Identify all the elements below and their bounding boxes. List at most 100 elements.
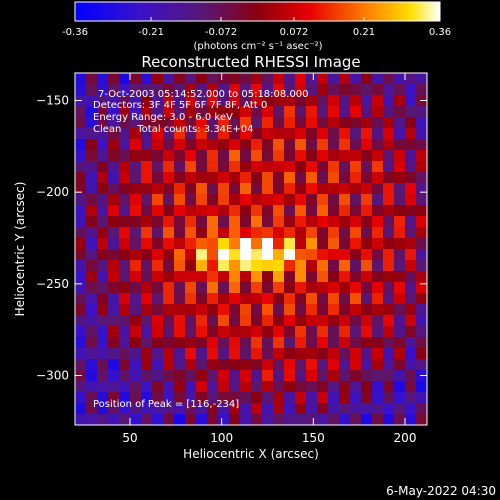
heatmap-cell [383,315,395,327]
heatmap-cell [394,260,406,272]
heatmap-cell [383,128,395,140]
heatmap-cell [328,128,340,140]
heatmap-cell [262,183,274,195]
heatmap-cell [295,359,307,371]
colorbar-units: (photons cm⁻² s⁻¹ asec⁻²) [193,41,322,52]
heatmap-cell [108,161,120,173]
heatmap-cell [306,227,318,239]
heatmap-cell [196,260,208,272]
heatmap-cell [361,139,373,151]
heatmap-cell [108,172,120,184]
heatmap-cell [75,293,87,305]
heatmap-cell [317,161,329,173]
heatmap-cell [405,381,417,393]
heatmap-cell [152,139,164,151]
heatmap-cell [361,381,373,393]
heatmap-cell [229,282,241,294]
heatmap-cell [405,84,417,96]
heatmap-cell [152,260,164,272]
heatmap-cell [174,95,186,107]
heatmap-cell [141,238,153,250]
heatmap-cell [328,194,340,206]
heatmap-cell [152,150,164,162]
heatmap-cell [218,326,230,338]
heatmap-cell [97,370,109,382]
heatmap-cell [229,271,241,283]
heatmap-cell [240,216,252,228]
heatmap-cell [196,282,208,294]
heatmap-cell [229,249,241,261]
heatmap-cell [405,150,417,162]
colorbar: -0.36 -0.21 -0.072 0.072 0.21 0.36 (photons c… [62,1,451,52]
heatmap-cell [361,326,373,338]
heatmap-cell [97,216,109,228]
heatmap-cell [240,150,252,162]
heatmap-cell [174,216,186,228]
heatmap-cell [119,260,131,272]
heatmap-cell [108,73,120,85]
heatmap-cell [416,161,427,173]
heatmap-cell [317,271,329,283]
heatmap-cell [372,249,384,261]
heatmap-cell [218,117,230,129]
heatmap-cell [273,95,285,107]
heatmap-cell [185,304,197,316]
heatmap-cell [207,260,219,272]
heatmap-cell [306,293,318,305]
heatmap-cell [152,205,164,217]
heatmap-cell [394,73,406,85]
heatmap-cell [108,282,120,294]
heatmap-cell [251,194,263,206]
heatmap-cell [141,161,153,173]
heatmap-cell [229,205,241,217]
heatmap-cell [251,304,263,316]
heatmap-cell [251,117,263,129]
heatmap-cell [130,348,142,360]
heatmap-cell [86,381,98,393]
heatmap-cell [229,194,241,206]
heatmap-cell [361,205,373,217]
heatmap-cell [416,348,427,360]
heatmap-cell [174,238,186,250]
heatmap-cell [163,293,175,305]
heatmap-cell [97,337,109,349]
heatmap-cell [317,249,329,261]
heatmap-cell [218,293,230,305]
heatmap-cell [218,238,230,250]
heatmap-cell [207,359,219,371]
y-tick-label: −300 [36,369,69,383]
heatmap-cell [339,95,351,107]
x-tick-label: 100 [210,431,233,445]
heatmap-cell [97,359,109,371]
heatmap-cell [207,304,219,316]
heatmap-cell [130,326,142,338]
heatmap-cell [383,359,395,371]
heatmap-cell [196,128,208,140]
heatmap-cell [218,414,230,425]
heatmap-cell [108,238,120,250]
heatmap-cell [361,172,373,184]
heatmap-cell [284,150,296,162]
heatmap-cell [119,370,131,382]
heatmap-cell [405,172,417,184]
heatmap-cell [339,73,351,85]
heatmap-cell [196,304,208,316]
heatmap-cell [240,271,252,283]
heatmap-cell [339,117,351,129]
heatmap-cell [174,249,186,261]
heatmap-cell [273,161,285,173]
heatmap-cell [218,337,230,349]
heatmap-cell [174,117,186,129]
heatmap-cell [130,194,142,206]
heatmap-cell [306,392,318,404]
heatmap-cell [262,271,274,283]
heatmap-cell [119,403,131,415]
heatmap-cell [383,106,395,118]
heatmap-cell [97,249,109,261]
heatmap-cell [306,337,318,349]
heatmap-cell [295,84,307,96]
heatmap-cell [163,106,175,118]
heatmap-cell [350,381,362,393]
heatmap-cell [350,183,362,195]
heatmap-cell [295,392,307,404]
